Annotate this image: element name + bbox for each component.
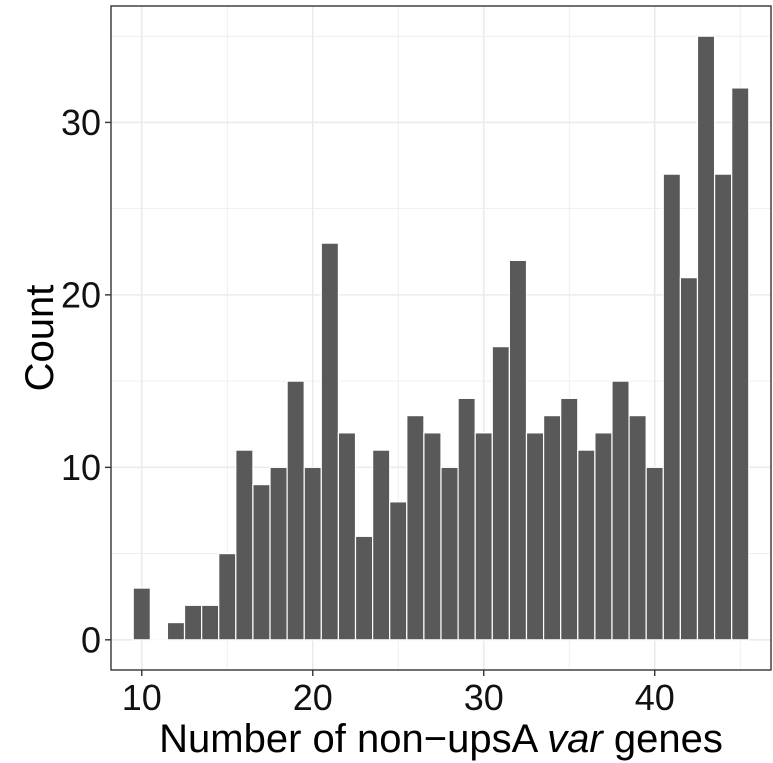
y-axis: 0 10 20 30 [61, 102, 111, 660]
y-tick-label: 10 [61, 447, 101, 488]
histogram-bar [457, 397, 476, 641]
histogram-bar [560, 397, 579, 641]
histogram-bar [731, 87, 750, 641]
histogram-bar [645, 466, 664, 641]
histogram-bar [508, 259, 528, 641]
histogram-bar [628, 415, 647, 641]
histogram-bar [183, 604, 203, 641]
histogram-bar [594, 432, 613, 641]
y-tick-label: 0 [81, 619, 101, 660]
y-tick-label: 30 [61, 102, 101, 143]
panel-border [110, 5, 772, 671]
histogram-bar [132, 587, 151, 641]
histogram-bar [696, 35, 716, 641]
histogram-bar [218, 552, 237, 641]
histogram-bar [269, 466, 288, 641]
histogram-bar [406, 415, 425, 641]
histogram-bar [491, 346, 510, 641]
histogram-bar [303, 466, 322, 641]
histogram-bar [577, 449, 596, 641]
x-tick-label: 10 [122, 677, 162, 718]
histogram-bar [662, 173, 681, 641]
histogram-bar [337, 432, 357, 641]
x-axis: 10 20 30 40 [122, 670, 675, 718]
histogram-bar [611, 380, 630, 641]
histogram-bar [542, 415, 562, 641]
grid [111, 6, 771, 670]
bars [132, 35, 750, 642]
x-tick-label: 30 [464, 677, 504, 718]
histogram-bar [423, 432, 442, 641]
histogram-bar [320, 242, 340, 641]
histogram-bar [252, 483, 271, 641]
x-axis-title: Number of non−upsA var genes [159, 717, 723, 761]
histogram-bar [354, 535, 374, 641]
y-axis-title: Count [18, 285, 62, 392]
histogram-bar [201, 604, 220, 641]
histogram-bar [713, 173, 733, 641]
histogram-bar [525, 432, 545, 641]
histogram-bar [166, 621, 186, 641]
histogram-bar [286, 380, 305, 641]
x-axis-title-part: Number of non−upsA [159, 717, 547, 761]
histogram-bar [440, 466, 459, 641]
histogram-bar [235, 449, 254, 641]
histogram-bar [389, 501, 408, 641]
y-tick-label: 20 [61, 274, 101, 315]
histogram-bar [679, 277, 699, 641]
histogram-bar [149, 639, 169, 642]
histogram-bar [474, 432, 493, 641]
x-axis-title-italic: var [547, 717, 604, 761]
histogram-bar [372, 449, 391, 641]
x-tick-label: 20 [293, 677, 333, 718]
x-axis-title-part: genes [603, 717, 723, 761]
x-tick-label: 40 [635, 677, 675, 718]
